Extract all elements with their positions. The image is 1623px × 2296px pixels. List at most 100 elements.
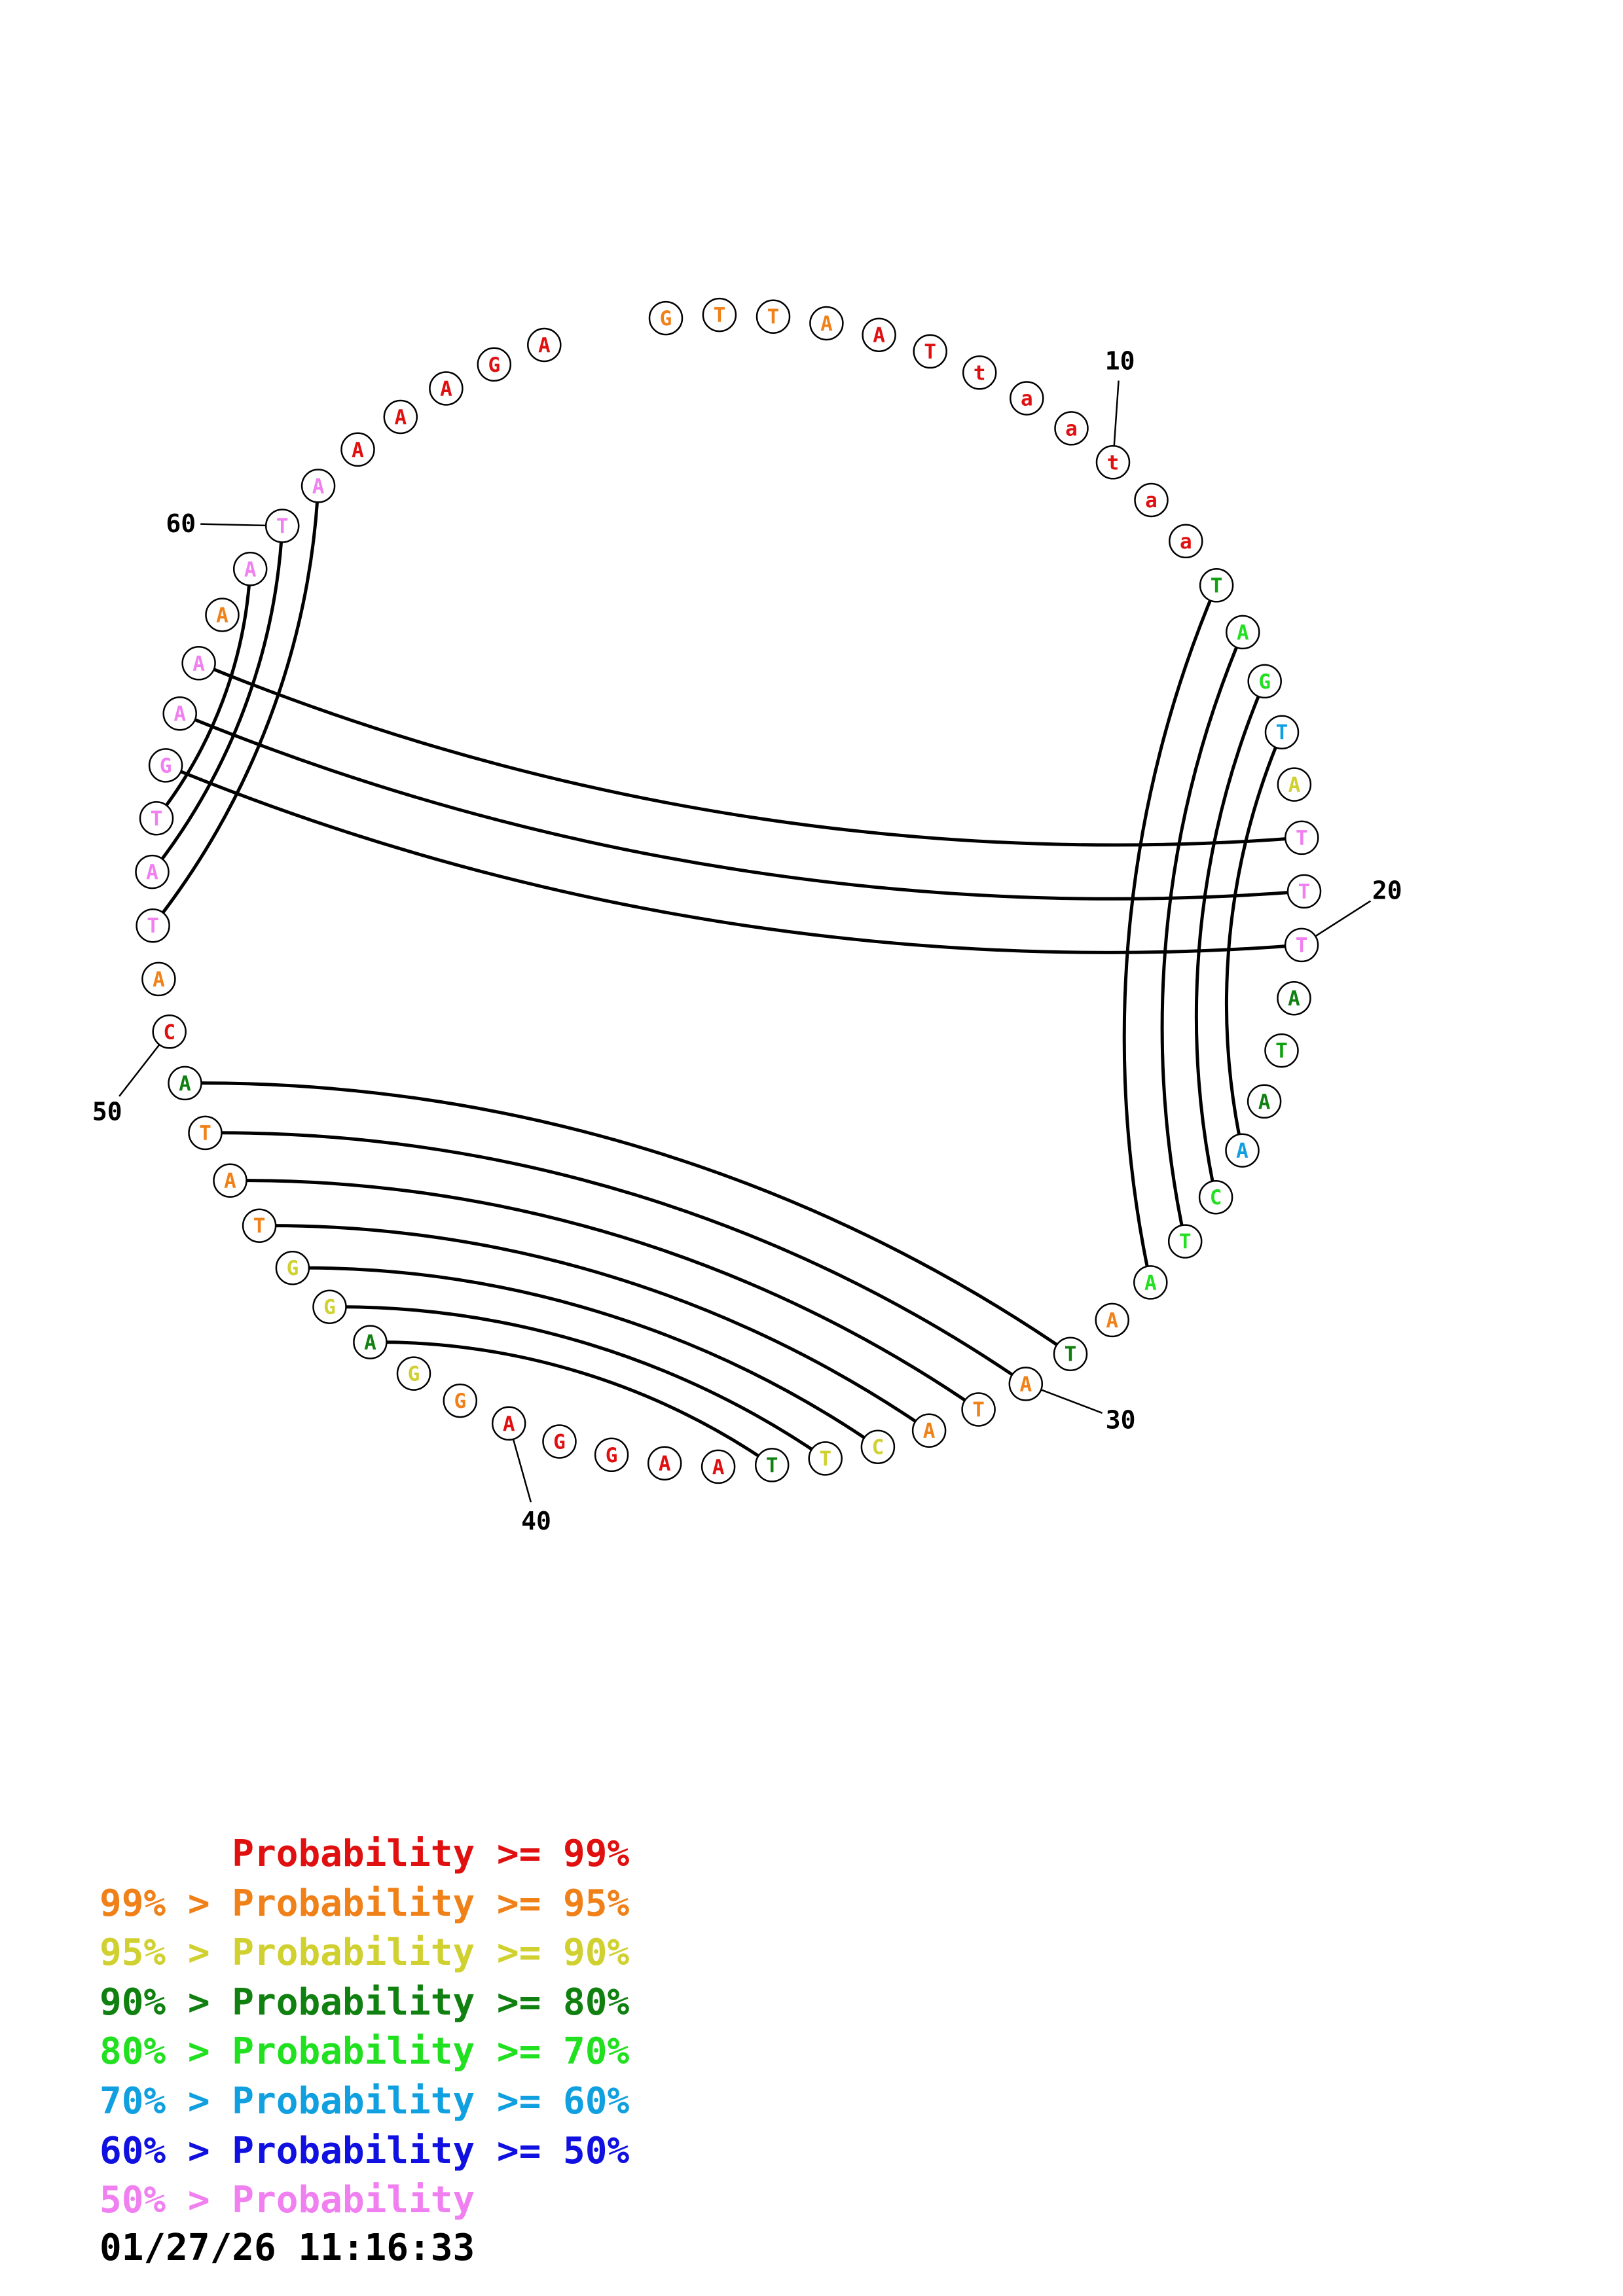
nucleotide-20: T — [1284, 927, 1319, 963]
nucleotide-letter: T — [924, 340, 936, 364]
pair-arc-52-61 — [151, 486, 320, 927]
legend-prefix: 95% > — [100, 1931, 232, 1975]
legend-row-5: 70% > Probability >= 60% — [100, 2077, 629, 2126]
nucleotide-16: T — [1264, 715, 1300, 749]
nucleotide-letter: T — [972, 1399, 985, 1422]
nucleotide-letter: T — [767, 306, 780, 329]
nucleotide-55: G — [148, 748, 183, 783]
legend-text: Probability >= 90% — [232, 1931, 630, 1975]
nucleotide-circle — [913, 334, 947, 369]
nucleotide-53: A — [135, 854, 170, 889]
nucleotide-49: A — [168, 1066, 202, 1101]
nucleotide-letter: G — [287, 1257, 299, 1280]
nucleotide-circle — [1284, 927, 1319, 963]
nucleotide-6: T — [913, 334, 947, 369]
legend-text: Probability — [232, 2179, 475, 2222]
nucleotide-letter: A — [923, 1420, 936, 1443]
nucleotide-51: A — [141, 961, 176, 997]
tick-line-20 — [1315, 900, 1372, 937]
nucleotide-56: A — [162, 696, 197, 731]
legend-prefix: 50% > — [100, 2179, 232, 2222]
nucleotide-letter: T — [147, 914, 159, 938]
nucleotide-circle — [702, 297, 737, 332]
tick-label-50: 50 — [92, 1098, 122, 1126]
pair-arc-31-47 — [230, 1179, 980, 1411]
nucleotide-circle — [961, 1392, 996, 1427]
nucleotide-circle — [148, 748, 183, 783]
tick-label-30: 30 — [1106, 1406, 1136, 1435]
tick-line-50 — [119, 1044, 160, 1097]
legend-prefix: 90% > — [100, 1981, 232, 2024]
nucleotide-8: a — [1010, 381, 1044, 416]
nucleotide-30: A — [1008, 1367, 1044, 1401]
nucleotide-circle — [353, 1325, 388, 1359]
tick-line-10 — [1113, 380, 1120, 446]
legend-text: Probability >= 80% — [232, 1981, 630, 2024]
nucleotide-40: A — [491, 1406, 526, 1441]
nucleotide-circle — [701, 1449, 736, 1484]
nucleotide-letter: G — [553, 1431, 566, 1454]
nucleotide-circle — [205, 598, 240, 632]
nucleotide-circle — [301, 469, 336, 503]
nucleotide-letter: A — [364, 1331, 376, 1355]
nucleotide-circle — [1053, 1336, 1088, 1371]
nucleotide-66: A — [527, 327, 562, 363]
nucleotide-38: G — [594, 1437, 629, 1473]
nucleotide-circle — [162, 696, 197, 731]
nucleotide-circle — [1095, 445, 1131, 480]
tick-label-10: 10 — [1105, 347, 1135, 376]
nucleotide-letter: T — [1179, 1230, 1192, 1254]
nucleotide-11: a — [1134, 482, 1169, 518]
pair-arc-53-60 — [151, 526, 284, 873]
nucleotide-circle — [491, 1406, 526, 1441]
nucleotide-letter: C — [163, 1020, 175, 1044]
nucleotide-circle — [862, 317, 896, 352]
nucleotide-letter: A — [712, 1456, 725, 1479]
nucleotide-circle — [275, 1250, 310, 1285]
nucleotide-letter: a — [1180, 530, 1192, 554]
pair-arc-54-59 — [155, 569, 252, 819]
tick-label-20: 20 — [1372, 876, 1402, 905]
nucleotide-7: t — [962, 355, 997, 390]
nucleotide-14: A — [1226, 615, 1260, 650]
tick-label-60: 60 — [166, 509, 196, 538]
nucleotide-62: A — [340, 432, 375, 467]
nucleotide-15: G — [1247, 664, 1282, 699]
legend-row-3: 90% > Probability >= 80% — [100, 1978, 629, 2028]
nucleotide-letter: A — [538, 334, 551, 357]
legend-row-0: Probability >= 99% — [100, 1829, 629, 1879]
nucleotide-letter: T — [766, 1454, 778, 1477]
nucleotide-letter: T — [1296, 934, 1308, 958]
nucleotide-9: a — [1054, 411, 1089, 446]
nucleotide-circle — [141, 961, 176, 997]
pair-arc-34-44 — [329, 1305, 827, 1460]
nucleotide-64: A — [429, 371, 464, 406]
nucleotide-letter: A — [1019, 1372, 1032, 1396]
legend-text: Probability >= 99% — [232, 1833, 630, 1875]
nucleotide-46: T — [242, 1208, 277, 1243]
nucleotide-12: a — [1169, 524, 1203, 559]
nucleotide-letter: G — [606, 1444, 618, 1467]
nucleotide-letter: A — [1288, 987, 1300, 1011]
nucleotide-ring: G T T A ATtaataaTAGTATTTATAACTAATATACTTAAGGA… — [135, 297, 1322, 1484]
nucleotide-circle — [139, 801, 174, 836]
pair-arc-35-43 — [370, 1340, 773, 1467]
nucleotide-circle — [527, 327, 562, 363]
nucleotide-24: A — [1225, 1133, 1260, 1168]
nucleotide-circle — [1247, 1084, 1282, 1119]
nucleotide-letter: T — [1276, 721, 1288, 745]
nucleotide-letter: G — [160, 754, 172, 778]
nucleotide-60: T — [264, 509, 300, 543]
nucleotide-circle — [383, 399, 418, 435]
nucleotide-letter: A — [179, 1072, 191, 1096]
nucleotide-44: G — [312, 1289, 347, 1324]
nucleotide-circle — [756, 299, 791, 334]
nucleotide-circle — [754, 1448, 790, 1482]
nucleotide-circle — [1225, 1133, 1260, 1168]
nucleotide-letter: t — [974, 361, 986, 385]
nucleotide-45: G — [275, 1250, 310, 1285]
pair-arc-13-27 — [1122, 584, 1218, 1283]
nucleotide-circle — [648, 300, 684, 336]
nucleotide-letter: A — [312, 475, 325, 498]
